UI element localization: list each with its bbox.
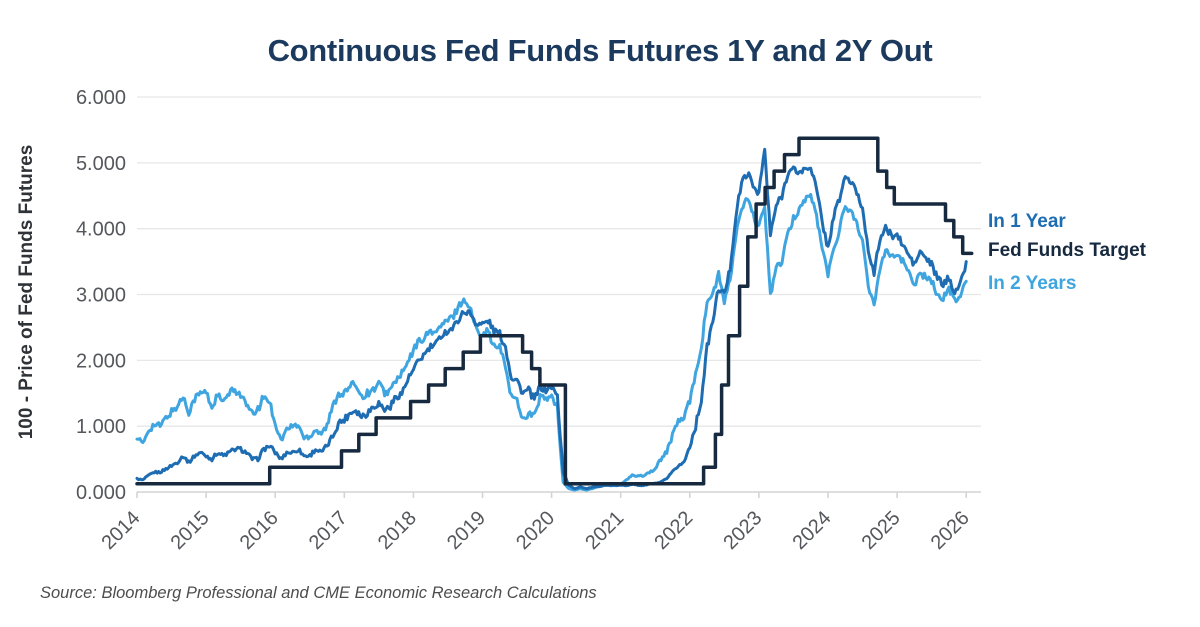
legend-in-2-years: In 2 Years <box>988 273 1077 294</box>
svg-text:2026: 2026 <box>927 507 974 554</box>
svg-text:2023: 2023 <box>719 507 766 554</box>
svg-text:2.000: 2.000 <box>76 350 126 372</box>
svg-text:2017: 2017 <box>305 507 352 554</box>
svg-text:3.000: 3.000 <box>76 285 126 307</box>
svg-text:2024: 2024 <box>789 507 836 554</box>
svg-text:2022: 2022 <box>650 507 697 554</box>
svg-text:2019: 2019 <box>443 507 490 554</box>
series-in-2-years <box>135 193 968 492</box>
svg-text:6.000: 6.000 <box>76 87 126 109</box>
svg-text:2015: 2015 <box>167 507 214 554</box>
svg-text:2020: 2020 <box>512 507 559 554</box>
svg-text:4.000: 4.000 <box>76 219 126 241</box>
legend-in-1-year: In 1 Year <box>988 211 1066 232</box>
legend-fed-funds-target: Fed Funds Target <box>988 240 1146 261</box>
series-in-1-year <box>135 147 968 491</box>
svg-text:5.000: 5.000 <box>76 153 126 175</box>
source-note: Source: Bloomberg Professional and CME E… <box>40 584 597 602</box>
svg-text:2025: 2025 <box>858 507 905 554</box>
svg-text:2016: 2016 <box>236 507 283 554</box>
y-axis-title: 100 - Price of Fed Funds Futures <box>16 144 37 440</box>
svg-text:1.000: 1.000 <box>76 416 126 438</box>
svg-text:2018: 2018 <box>374 507 421 554</box>
series-fed-funds-target <box>135 136 974 486</box>
svg-text:2014: 2014 <box>98 507 145 554</box>
svg-text:0.000: 0.000 <box>76 482 126 504</box>
chart-title: Continuous Fed Funds Futures 1Y and 2Y O… <box>267 33 933 68</box>
svg-text:2021: 2021 <box>581 507 628 554</box>
